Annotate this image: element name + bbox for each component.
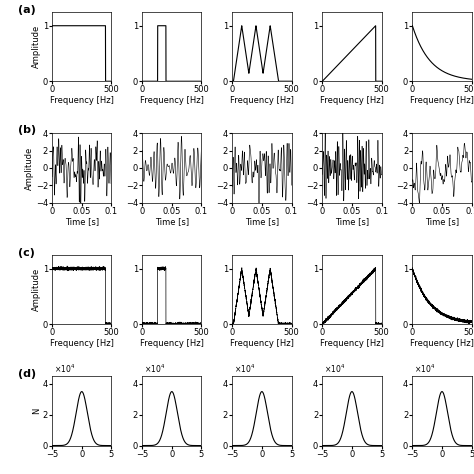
X-axis label: Frequency [Hz]: Frequency [Hz] (320, 339, 384, 347)
Y-axis label: Amplitude: Amplitude (25, 146, 34, 190)
Text: $\times10^4$: $\times10^4$ (54, 363, 75, 375)
X-axis label: Time [s]: Time [s] (425, 217, 459, 226)
X-axis label: Frequency [Hz]: Frequency [Hz] (50, 96, 114, 105)
Text: (a): (a) (18, 5, 36, 15)
X-axis label: Frequency [Hz]: Frequency [Hz] (230, 339, 294, 347)
Text: $\times10^4$: $\times10^4$ (324, 363, 346, 375)
Y-axis label: Amplitude: Amplitude (32, 25, 41, 68)
X-axis label: Time [s]: Time [s] (245, 217, 279, 226)
Text: (d): (d) (18, 369, 36, 379)
Text: $\times10^4$: $\times10^4$ (234, 363, 255, 375)
X-axis label: Frequency [Hz]: Frequency [Hz] (410, 339, 474, 347)
Text: (c): (c) (18, 248, 35, 258)
X-axis label: Frequency [Hz]: Frequency [Hz] (230, 96, 294, 105)
X-axis label: Time [s]: Time [s] (335, 217, 369, 226)
X-axis label: Time [s]: Time [s] (155, 217, 189, 226)
X-axis label: Frequency [Hz]: Frequency [Hz] (320, 96, 384, 105)
Y-axis label: Amplitude: Amplitude (32, 268, 41, 311)
X-axis label: Frequency [Hz]: Frequency [Hz] (410, 96, 474, 105)
Text: $\times10^4$: $\times10^4$ (144, 363, 165, 375)
X-axis label: Frequency [Hz]: Frequency [Hz] (140, 96, 204, 105)
Text: (b): (b) (18, 125, 36, 135)
Y-axis label: N: N (32, 408, 41, 414)
X-axis label: Frequency [Hz]: Frequency [Hz] (140, 339, 204, 347)
X-axis label: Time [s]: Time [s] (65, 217, 99, 226)
Text: $\times10^4$: $\times10^4$ (414, 363, 436, 375)
X-axis label: Frequency [Hz]: Frequency [Hz] (50, 339, 114, 347)
